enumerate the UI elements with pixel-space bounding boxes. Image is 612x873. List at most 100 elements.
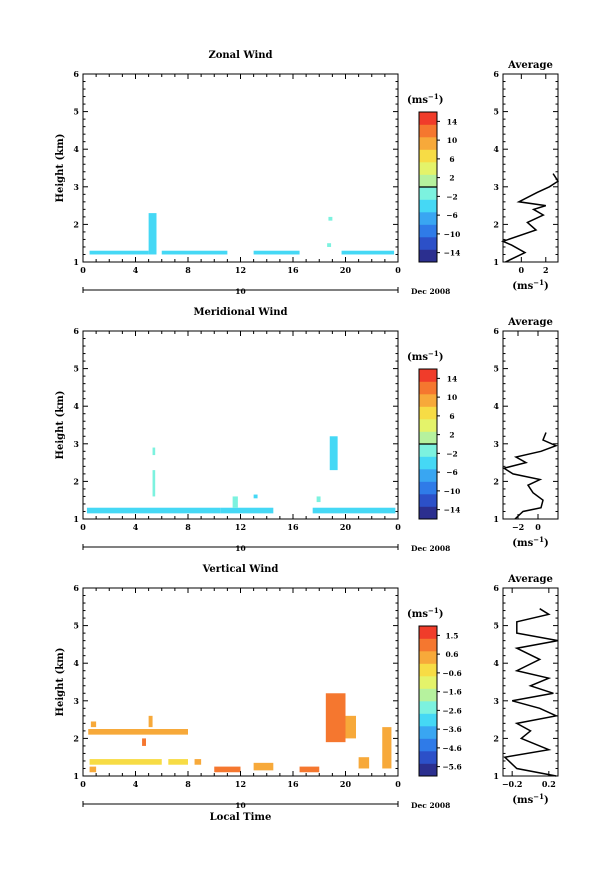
colorbar-segment [419, 676, 437, 689]
colorbar-tick-label: −5.6 [442, 763, 461, 772]
colorbar-segment [419, 124, 437, 138]
colorbar-segment [419, 394, 437, 407]
data-cell [341, 250, 395, 255]
colorbar-segment [419, 469, 437, 482]
average-y-tick-label: 3 [493, 439, 499, 449]
average-x-tick-label: 0 [535, 522, 541, 532]
average-frame [502, 73, 559, 263]
y-tick-label: 5 [73, 621, 79, 631]
y-tick-label: 3 [73, 182, 79, 192]
colorbar-tick-label: −2 [446, 449, 458, 458]
data-cell [329, 436, 338, 471]
average-y-tick-label: 1 [493, 771, 499, 781]
y-tick-label: 4 [73, 658, 79, 668]
colorbar-unit-exp: −1 [428, 349, 439, 358]
y-tick-label: 5 [73, 107, 79, 117]
data-cell [152, 447, 156, 456]
data-cell [253, 762, 274, 771]
colorbar-tick-label: 14 [447, 117, 457, 126]
data-cell [168, 759, 188, 765]
data-cell [152, 470, 156, 497]
chart-title: Meridional Wind [193, 307, 287, 318]
colorbar-tick-label: 2 [449, 431, 454, 440]
average-y-tick-label: 4 [493, 401, 499, 411]
colorbar-segment [419, 726, 437, 739]
data-cell [328, 216, 333, 221]
colorbar-tick-label: 0.6 [445, 650, 458, 659]
average-y-tick-label: 4 [493, 144, 499, 154]
colorbar-unit-base: (ms [407, 609, 428, 620]
x-tick-label: 0 [395, 265, 401, 275]
x-tick-label: 16 [287, 522, 299, 532]
average-x-tick-label: 0.2 [542, 779, 556, 789]
date-month-year: Dec 2008 [411, 287, 450, 296]
date-month-year: Dec 2008 [411, 544, 450, 553]
colorbar-segment [419, 663, 437, 677]
average-y-tick-label: 1 [493, 514, 499, 524]
colorbar-segment [419, 456, 437, 470]
x-tick-label: 4 [133, 522, 139, 532]
colorbar-segment [419, 149, 437, 163]
date-day-label: 10 [235, 544, 245, 553]
colorbar-segment [419, 369, 437, 382]
average-y-tick-label: 6 [493, 583, 499, 593]
average-frame [502, 330, 559, 520]
colorbar-tick-label: −2.6 [442, 706, 461, 715]
colorbar-tick-label: 10 [447, 136, 457, 145]
chart-title: Vertical Wind [202, 564, 279, 575]
colorbar-segment [419, 431, 437, 445]
colorbar-segment [419, 406, 437, 420]
average-x-tick-label: −0.2 [502, 779, 523, 789]
average-y-tick-label: 5 [493, 364, 499, 374]
colorbar-tick-label: −14 [444, 506, 461, 515]
average-y-tick-label: 5 [493, 107, 499, 117]
data-cell [161, 250, 228, 255]
average-x-label-exp: −1 [533, 278, 544, 287]
colorbar-tick-label: −14 [444, 249, 461, 258]
x-tick-label: 0 [80, 779, 86, 789]
x-tick-label: 8 [185, 522, 191, 532]
y-tick-label: 6 [73, 326, 79, 336]
average-x-label-exp: −1 [533, 535, 544, 544]
data-cell [325, 693, 346, 743]
y-tick-label: 2 [73, 733, 79, 743]
x-tick-label: 16 [287, 265, 299, 275]
x-tick-label: 8 [185, 265, 191, 275]
average-frame [502, 587, 559, 777]
average-x-label: (ms−1) [512, 535, 548, 549]
colorbar-segment [419, 212, 437, 225]
data-cell [253, 250, 300, 255]
x-tick-label: 16 [287, 779, 299, 789]
colorbar-segment [419, 713, 437, 727]
average-x-label-close: ) [544, 281, 549, 292]
colorbar-segment [419, 738, 437, 752]
average-title: Average [507, 317, 553, 328]
y-tick-label: 1 [73, 514, 79, 524]
average-x-label-close: ) [544, 795, 549, 806]
colorbar-segment [419, 199, 437, 213]
data-cell [90, 721, 97, 728]
y-tick-label: 4 [73, 144, 79, 154]
colorbar-segment [419, 112, 437, 125]
x-axis-label: Local Time [210, 812, 272, 823]
average-x-label: (ms−1) [512, 278, 548, 292]
y-axis-label: Height (km) [55, 391, 66, 460]
date-day-label: 10 [235, 801, 245, 810]
colorbar-tick-label: 6 [449, 412, 454, 421]
colorbar-tick-label: 1.5 [445, 631, 458, 640]
colorbar-segment [419, 224, 437, 238]
colorbar: 14 10 6 2 −2 −6 −10 −14 (ms−1) [407, 92, 461, 263]
average-x-tick-label: −2 [512, 522, 524, 532]
date-month-year: Dec 2008 [411, 801, 450, 810]
colorbar-segment [419, 701, 437, 714]
y-tick-label: 6 [73, 69, 79, 79]
colorbar-segment [419, 249, 437, 263]
average-y-tick-label: 3 [493, 696, 499, 706]
colorbar-tick-label: −1.6 [442, 688, 461, 697]
average-profile-line [500, 173, 560, 263]
colorbar-segment [419, 626, 437, 639]
average-x-label-close: ) [544, 538, 549, 549]
